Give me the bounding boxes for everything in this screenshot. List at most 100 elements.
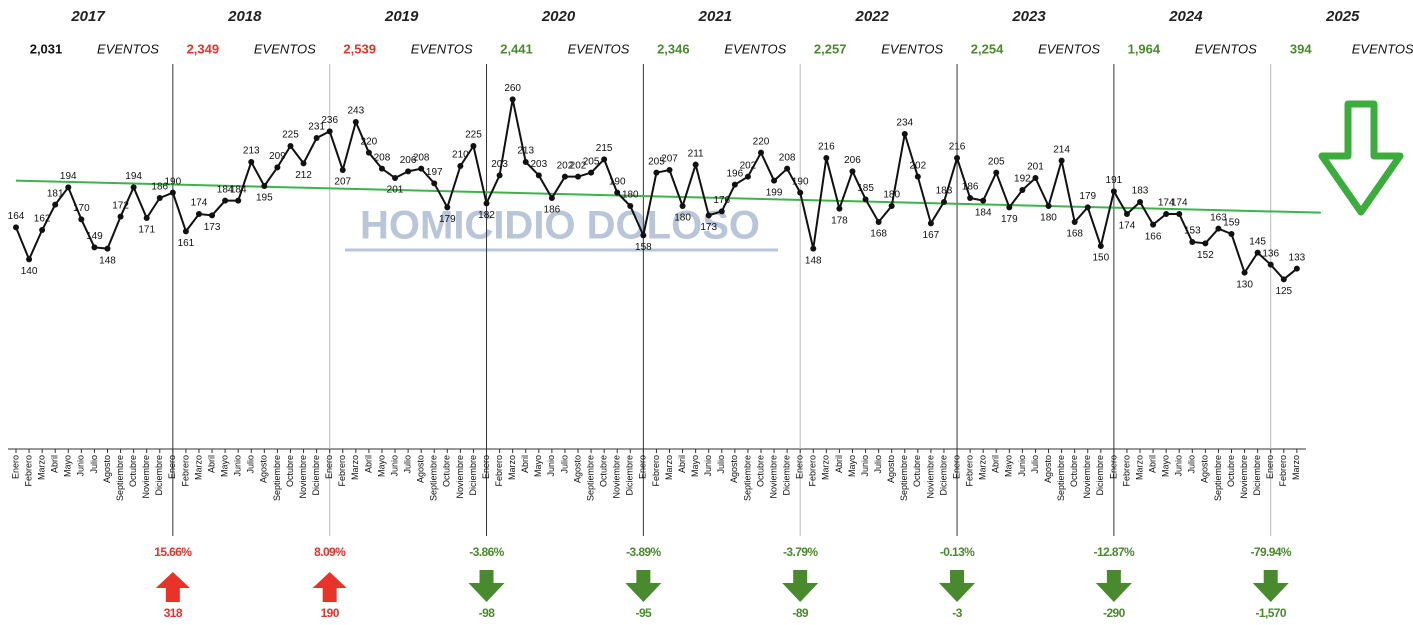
month-label: Julio [716, 455, 726, 474]
month-label: Junio [1174, 455, 1184, 477]
point-label: 186 [962, 182, 979, 193]
month-label: Febrero [337, 455, 347, 487]
point-label: 179 [1001, 214, 1018, 225]
point-label: 186 [151, 182, 168, 193]
point-label: 179 [439, 214, 456, 225]
data-point [614, 189, 621, 196]
month-label: Enero [1265, 455, 1275, 479]
point-label: 215 [596, 143, 613, 154]
month-label: Mayo [63, 455, 73, 477]
point-label: 184 [217, 184, 234, 195]
month-label: Julio [246, 455, 256, 474]
data-point [78, 216, 85, 223]
point-label: 191 [1106, 175, 1123, 186]
month-label: Julio [1187, 455, 1197, 474]
year-label: 2020 [541, 8, 576, 25]
point-label: 197 [426, 167, 443, 178]
data-point [65, 184, 72, 191]
point-label: 201 [1027, 162, 1044, 173]
data-point [980, 197, 987, 204]
month-label: Diciembre [625, 455, 635, 496]
month-label: Agosto [259, 455, 269, 483]
point-label: 168 [1066, 229, 1083, 240]
month-label: Mayo [690, 455, 700, 477]
year-label: 2019 [384, 8, 419, 25]
year-total: 2,346 [657, 41, 690, 56]
data-point [26, 256, 33, 263]
month-label: Noviembre [1239, 455, 1249, 499]
month-label: Enero [795, 455, 805, 479]
month-label: Febrero [1121, 455, 1131, 487]
data-point [1071, 219, 1078, 225]
unit-word: EVENTOS [1352, 41, 1413, 56]
point-label: 210 [452, 150, 469, 161]
data-point [601, 156, 608, 163]
month-label: Diciembre [154, 455, 164, 496]
month-label: Marzo [1134, 455, 1144, 480]
month-label: Abril [50, 455, 60, 473]
down-arrow [625, 570, 662, 602]
data-point [797, 189, 804, 196]
month-label: Marzo [664, 455, 674, 480]
point-label: 130 [1236, 279, 1253, 290]
month-label: Junio [860, 455, 870, 477]
month-label: Febrero [808, 455, 818, 487]
data-point [1176, 211, 1183, 217]
year-total: 2,349 [187, 41, 220, 56]
point-label: 192 [1014, 174, 1031, 185]
data-point [130, 184, 137, 191]
point-label: 174 [1119, 221, 1136, 232]
point-label: 216 [818, 142, 835, 153]
data-point [248, 159, 255, 165]
month-label: Diciembre [938, 455, 948, 496]
point-label: 170 [73, 203, 90, 214]
month-label: Junio [546, 455, 556, 477]
point-label: 211 [688, 148, 704, 159]
point-label: 202 [557, 160, 574, 171]
month-label: Julio [873, 455, 883, 474]
point-label: 166 [1145, 231, 1162, 242]
data-point [313, 135, 320, 141]
month-label: Enero [167, 455, 177, 479]
data-point [993, 169, 1000, 176]
unit-word: EVENTOS [1195, 41, 1257, 56]
point-label: 174 [1171, 198, 1188, 209]
data-point [810, 245, 817, 252]
data-point [1254, 249, 1261, 256]
point-label: 183 [936, 186, 953, 197]
year-total: 1,964 [1128, 41, 1161, 56]
month-label: Junio [389, 455, 399, 477]
data-point [653, 169, 660, 176]
trend-line [15, 179, 1321, 214]
data-point [561, 173, 568, 180]
point-label: 194 [60, 171, 77, 182]
point-label: 180 [622, 190, 639, 201]
year-total: 2,441 [500, 41, 533, 56]
month-label: Septiembre [585, 455, 595, 501]
point-label: 209 [269, 151, 286, 162]
point-label: 133 [1289, 252, 1306, 263]
point-label: 176 [713, 195, 730, 206]
data-point [470, 143, 477, 149]
data-point [1293, 265, 1300, 272]
data-point [535, 172, 542, 179]
data-point [548, 195, 555, 201]
up-arrow [312, 572, 347, 602]
point-label: 208 [413, 152, 430, 163]
point-label: 203 [530, 159, 547, 170]
data-point [1097, 243, 1104, 249]
down-arrow-icon [1318, 100, 1404, 216]
point-label: 201 [387, 185, 404, 196]
data-point [261, 183, 268, 189]
month-label: Febrero [23, 455, 33, 487]
data-point [287, 143, 294, 149]
point-label: 179 [1079, 191, 1096, 202]
month-label: Abril [363, 455, 373, 473]
month-label: Enero [951, 455, 961, 479]
data-point [836, 205, 843, 212]
month-label: Abril [834, 455, 844, 473]
month-label: Octubre [285, 455, 295, 487]
change-diff: -98 [479, 606, 495, 620]
data-point [365, 149, 372, 156]
month-label: Marzo [37, 455, 47, 480]
